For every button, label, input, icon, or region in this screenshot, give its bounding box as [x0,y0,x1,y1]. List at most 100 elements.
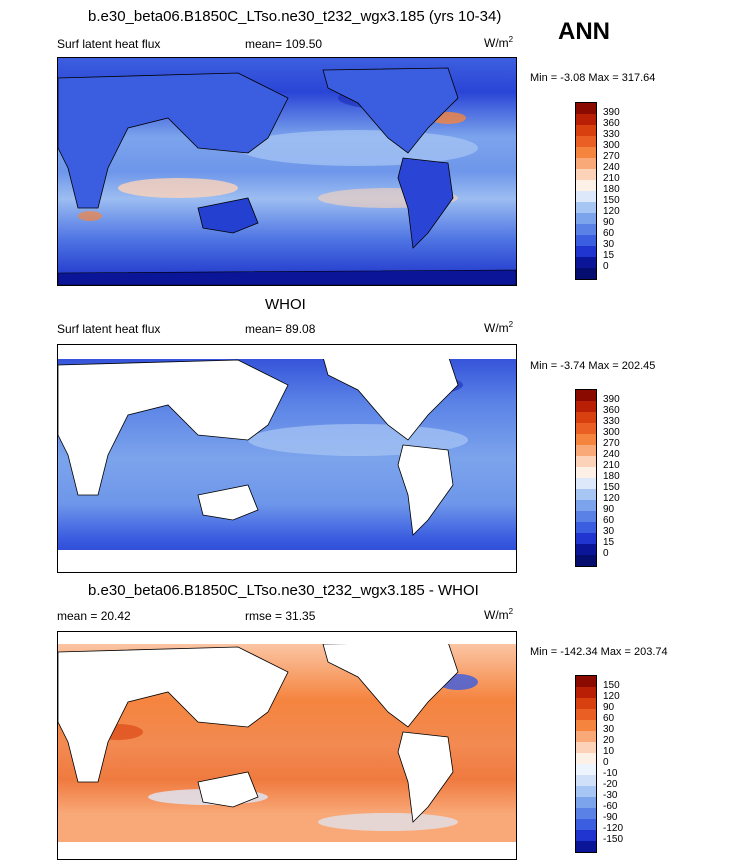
colorbar-segment [576,158,596,169]
panel3-minmax: Min = -142.34 Max = 203.74 [530,646,668,658]
panel2-map-field [58,345,516,572]
panel1-map-field [58,58,516,285]
colorbar-tick-label: 60 [603,515,615,526]
colorbar-segment [576,687,596,698]
colorbar-segment [576,180,596,191]
panel1-min: -3.08 [560,72,586,84]
panel3-units: W/m2 [484,607,514,622]
panel1-minmax: Min = -3.08 Max = 317.64 [530,72,656,84]
colorbar-segment [576,841,596,852]
colorbar-segment [576,390,596,401]
panel3-mean: mean = 20.42 [57,609,131,623]
colorbar-segment [576,456,596,467]
colorbar-segment [576,500,596,511]
panel2-units: W/m2 [484,320,514,335]
colorbar-segment [576,698,596,709]
colorbar-tick-label: 20 [603,735,615,746]
colorbar-tick-label: 360 [603,405,620,416]
panel1-variable: Surf latent heat flux [57,37,161,51]
colorbar-segment [576,401,596,412]
colorbar-tick-label: 330 [603,129,620,140]
colorbar-segment [576,147,596,158]
panel1-max: 317.64 [621,72,656,84]
panel1-colorbar [575,102,597,280]
colorbar-tick-label: 270 [603,151,620,162]
colorbar-tick-label: 90 [603,702,615,713]
colorbar-segment [576,742,596,753]
colorbar-segment [576,808,596,819]
colorbar-tick-label: 210 [603,460,620,471]
colorbar-tick-label: -60 [603,801,618,812]
panel2-variable: Surf latent heat flux [57,322,161,336]
colorbar-segment [576,775,596,786]
panel3-map-field [58,632,516,859]
colorbar-tick-label: 15 [603,250,615,261]
colorbar-segment [576,213,596,224]
panel2-colorbar [575,389,597,567]
colorbar-tick-label: 90 [603,217,615,228]
panel3-title: b.e30_beta06.B1850C_LTso.ne30_t232_wgx3.… [88,582,479,599]
panel3-max: 203.74 [633,646,668,658]
panel3-rmse-value: 31.35 [285,609,316,623]
colorbar-tick-label: 180 [603,471,620,482]
colorbar-segment [576,114,596,125]
colorbar-tick-label: 150 [603,482,620,493]
colorbar-segment [576,511,596,522]
colorbar-tick-label: -20 [603,779,618,790]
colorbar-segment [576,830,596,841]
panel2-mean: mean= 89.08 [245,322,315,336]
colorbar-tick-label: 150 [603,680,620,691]
colorbar-segment [576,555,596,566]
colorbar-segment [576,467,596,478]
colorbar-segment [576,709,596,720]
colorbar-tick-label: 0 [603,261,609,272]
colorbar-segment [576,533,596,544]
colorbar-segment [576,103,596,114]
colorbar-tick-label: 30 [603,724,615,735]
colorbar-segment [576,522,596,533]
colorbar-segment [576,191,596,202]
colorbar-segment [576,786,596,797]
colorbar-segment [576,202,596,213]
panel1-title: b.e30_beta06.B1850C_LTso.ne30_t232_wgx3.… [88,8,502,25]
colorbar-segment [576,423,596,434]
colorbar-tick-label: 180 [603,184,620,195]
colorbar-segment [576,224,596,235]
colorbar-segment [576,445,596,456]
panel2-title: WHOI [265,296,306,313]
panel1-mean-value: 109.50 [285,37,323,51]
colorbar-tick-label: 240 [603,449,620,460]
colorbar-tick-label: 0 [603,757,609,768]
panel1-mean-label: mean= [245,37,283,51]
panel2-mean-label: mean= [245,322,283,336]
panel1-mean: mean= 109.50 [245,37,322,51]
colorbar-tick-label: 120 [603,691,620,702]
colorbar-tick-label: 300 [603,427,620,438]
colorbar-tick-label: 30 [603,526,615,537]
colorbar-segment [576,797,596,808]
panel2-map [57,344,517,573]
colorbar-tick-label: -150 [603,834,624,845]
colorbar-tick-label: 10 [603,746,615,757]
panel3-mean-value: 20.42 [100,609,131,623]
colorbar-tick-label: 390 [603,394,620,405]
colorbar-segment [576,489,596,500]
colorbar-tick-label: 0 [603,548,609,559]
colorbar-tick-label: -10 [603,768,618,779]
colorbar-tick-label: 120 [603,206,620,217]
colorbar-tick-label: -90 [603,812,618,823]
colorbar-segment [576,478,596,489]
colorbar-segment [576,819,596,830]
colorbar-segment [576,731,596,742]
colorbar-tick-label: 15 [603,537,615,548]
colorbar-segment [576,246,596,257]
panel3-min: -142.34 [560,646,598,658]
colorbar-tick-label: 90 [603,504,615,515]
panel3-rmse: rmse = 31.35 [245,609,315,623]
colorbar-segment [576,235,596,246]
colorbar-tick-label: 120 [603,493,620,504]
colorbar-segment [576,136,596,147]
colorbar-tick-label: 330 [603,416,620,427]
panel2-min: -3.74 [560,360,586,372]
colorbar-tick-label: 60 [603,713,615,724]
